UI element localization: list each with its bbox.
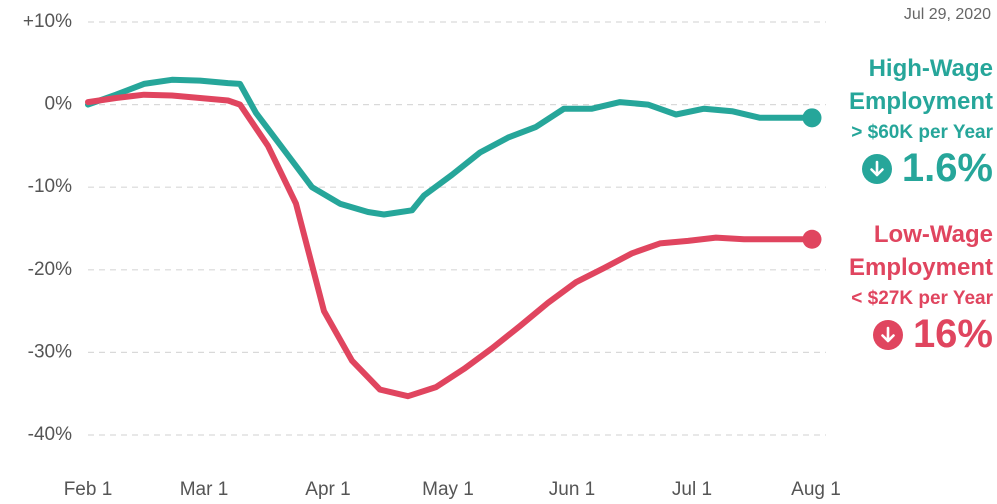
- arrow: [870, 160, 884, 176]
- y-tick-label: -20%: [28, 259, 72, 280]
- change-row: 1.6%: [803, 146, 993, 191]
- line: [85, 91, 815, 400]
- arrow: [881, 326, 895, 342]
- end-dot: [802, 229, 822, 249]
- x-tick-label: May 1: [422, 479, 474, 500]
- x-tick-label: Mar 1: [180, 479, 229, 500]
- series-label: Low-Wage Employment < $27K per Year 16%: [803, 218, 993, 357]
- line: [85, 76, 815, 218]
- legend-name: Low-Wage Employment: [848, 221, 993, 281]
- change-row: 16%: [803, 312, 993, 357]
- y-tick-label: -30%: [28, 341, 72, 362]
- change-value: 1.6%: [901, 146, 993, 190]
- y-tick-label: -40%: [28, 424, 72, 445]
- x-tick-label: Jul 1: [672, 479, 712, 500]
- legend-subtitle: < $27K per Year: [851, 288, 993, 309]
- series-label: High-Wage Employment > $60K per Year 1.6%: [803, 52, 993, 191]
- change-value: 16%: [912, 312, 993, 356]
- x-tick-label: Aug 1: [791, 479, 841, 500]
- legend-subtitle: > $60K per Year: [851, 122, 993, 143]
- x-tick-label: Feb 1: [64, 479, 113, 500]
- y-tick-label: -10%: [28, 176, 72, 197]
- x-tick-label: Jun 1: [549, 479, 595, 500]
- y-tick-label: +10%: [23, 11, 72, 32]
- down-icon: [861, 153, 892, 184]
- y-tick-label: 0%: [45, 94, 73, 115]
- legend-name: High-Wage Employment: [848, 55, 993, 115]
- down-icon: [872, 319, 903, 350]
- date-label: Jul 29, 2020: [903, 6, 991, 23]
- x-tick-label: Apr 1: [305, 479, 350, 500]
- end-dot: [802, 108, 822, 128]
